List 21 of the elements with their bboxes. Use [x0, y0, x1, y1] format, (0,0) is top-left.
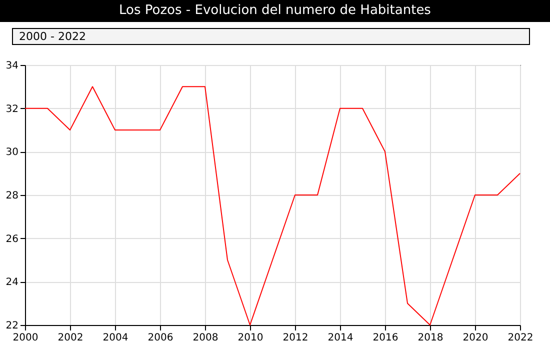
- x-tick-label: 2004: [102, 332, 128, 344]
- chart-title: Los Pozos - Evolucion del numero de Habitantes: [0, 0, 550, 22]
- x-tick-label: 2010: [238, 332, 264, 344]
- y-tick-label: 24: [6, 277, 18, 288]
- x-tick-label: 2022: [508, 332, 534, 344]
- x-tick-label: 2002: [58, 332, 84, 344]
- x-tick-label: 2012: [282, 332, 308, 344]
- y-tick-label: 26: [6, 234, 18, 245]
- y-tick-label: 32: [6, 104, 18, 115]
- y-tick-label: 30: [6, 147, 18, 158]
- y-tick-label: 28: [6, 190, 18, 202]
- x-tick-label: 2018: [418, 332, 444, 344]
- text: 2000 - 2022: [12, 28, 530, 45]
- y-tick-label: 22: [6, 320, 18, 332]
- x-tick-label: 2016: [372, 332, 398, 344]
- y-tick-label: 34: [6, 60, 18, 72]
- x-tick-label: 2006: [148, 332, 174, 344]
- x-tick-label: 2000: [12, 332, 38, 344]
- x-tick-label: 2020: [462, 332, 488, 344]
- x-tick-label: 2008: [192, 332, 218, 344]
- x-tick-label: 2014: [328, 332, 354, 344]
